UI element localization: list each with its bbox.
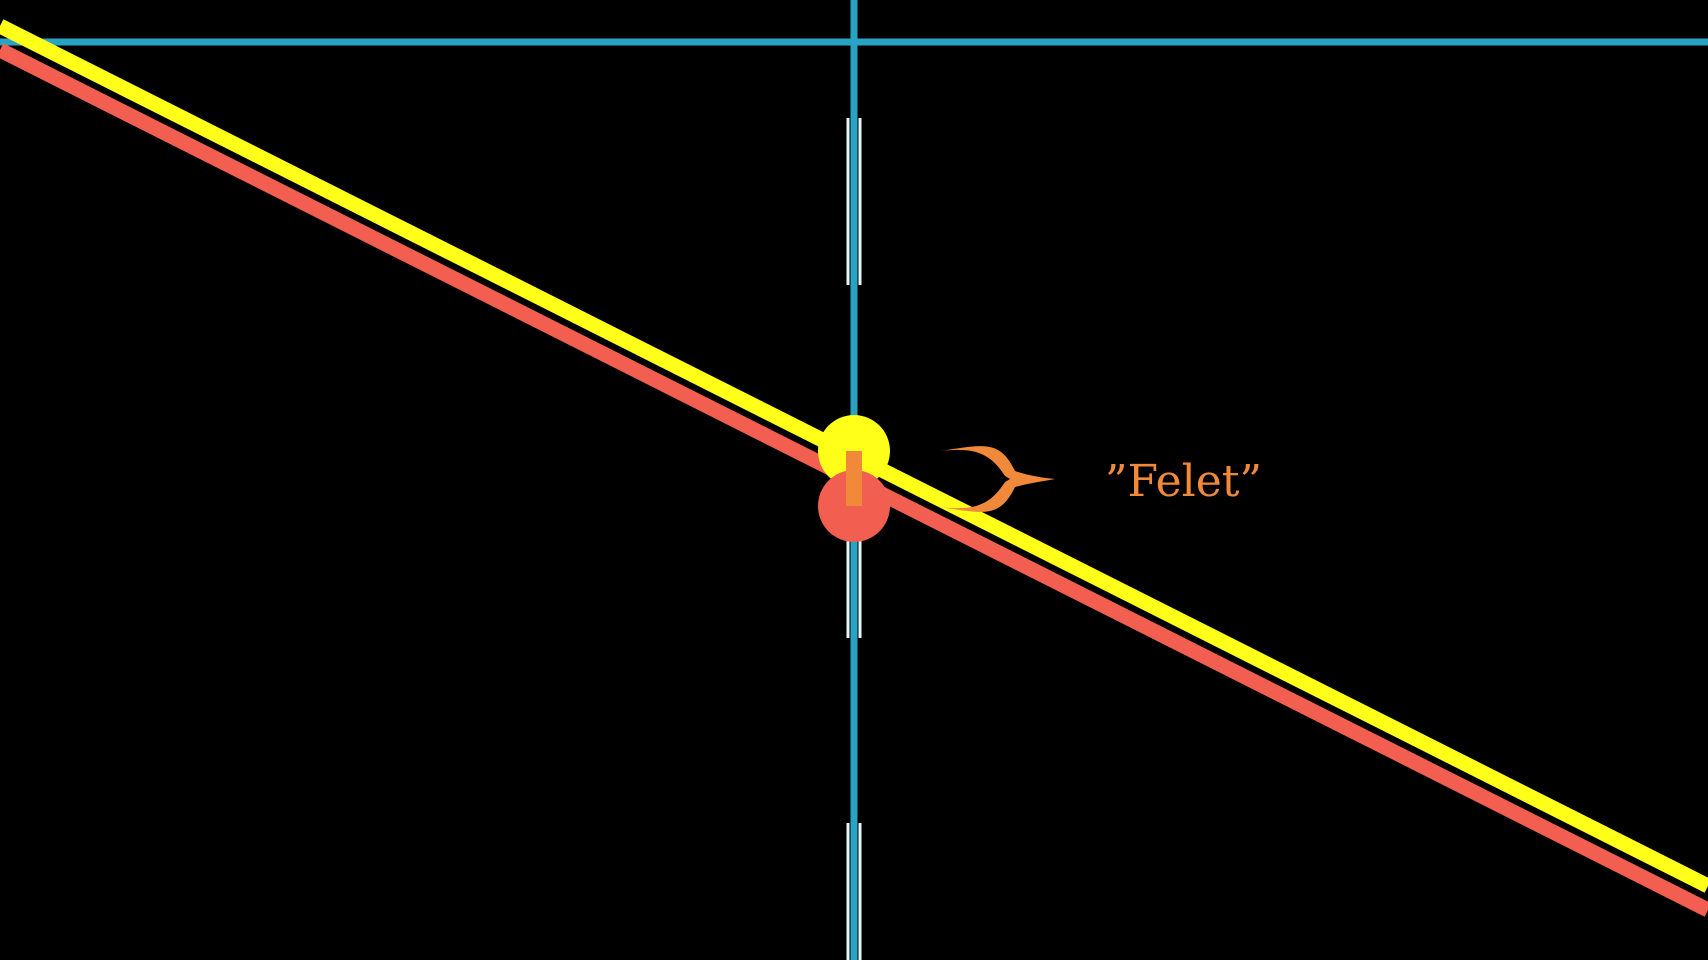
error-label: ”Felet” — [1105, 456, 1262, 507]
tick-marks — [846, 118, 862, 960]
brace-pointer — [940, 446, 1055, 512]
